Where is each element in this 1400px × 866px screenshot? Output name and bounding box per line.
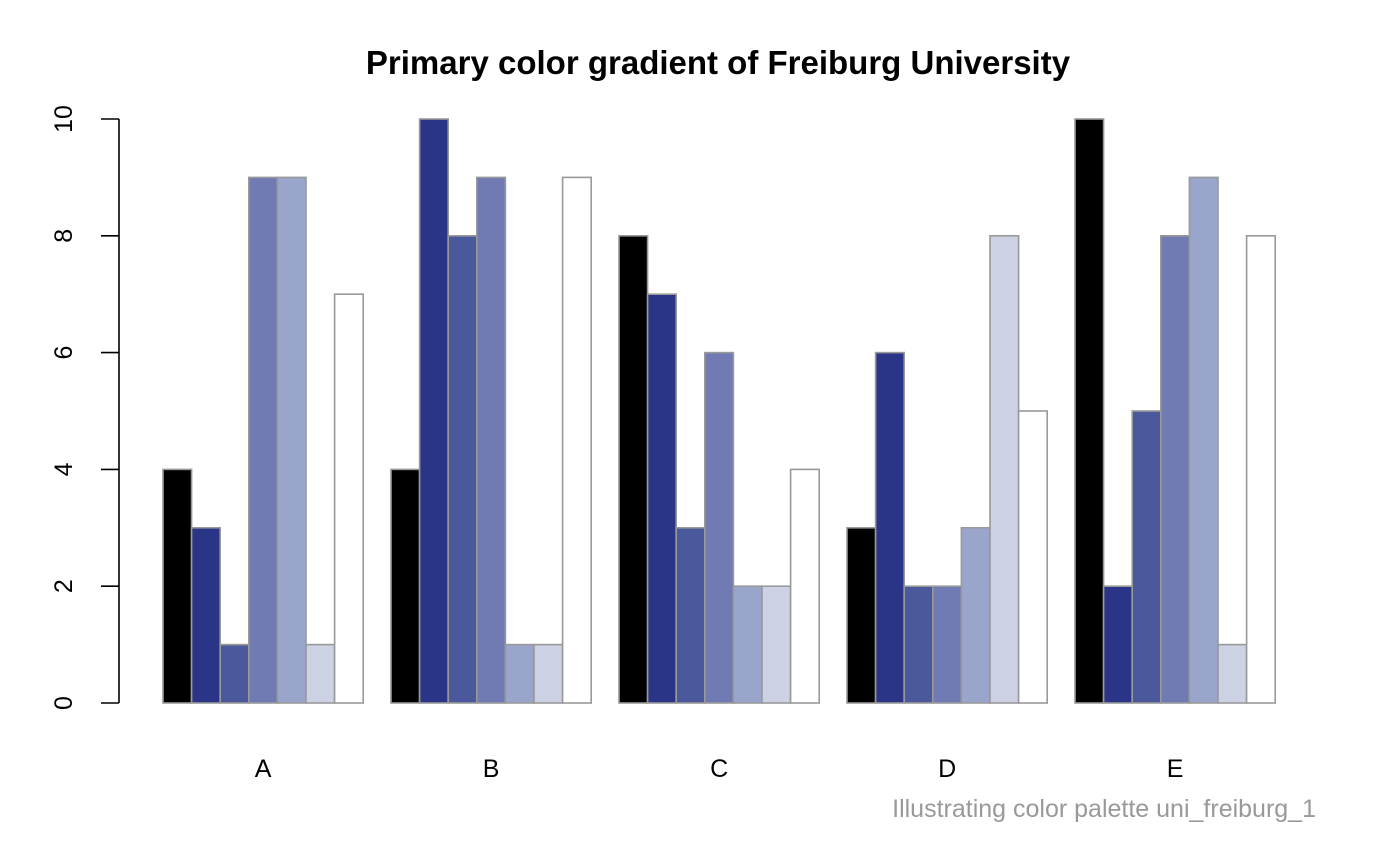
bar-c-2 — [646, 293, 677, 704]
bar-e-3 — [1131, 410, 1162, 704]
bar-b-4 — [475, 176, 507, 704]
y-tick-label: 4 — [50, 462, 78, 476]
chart-caption: Illustrating color palette uni_freiburg_… — [892, 795, 1316, 823]
bar-a-4 — [248, 176, 279, 704]
bar-c-6 — [761, 585, 792, 704]
bar-a-7 — [333, 293, 365, 704]
bar-e-4 — [1160, 235, 1191, 704]
bar-e-5 — [1188, 176, 1219, 704]
bar-a-6 — [305, 643, 336, 704]
bar-d-5 — [960, 526, 991, 704]
bar-b-3 — [447, 235, 478, 704]
y-tick-label: 6 — [50, 346, 78, 360]
bar-b-2 — [418, 118, 450, 704]
bar-c-5 — [732, 585, 763, 704]
bar-e-2 — [1102, 585, 1133, 704]
y-axis: 0 2 4 6 8 10 — [50, 105, 120, 710]
y-tick-label: 0 — [50, 696, 78, 710]
bars-layer — [162, 118, 1276, 704]
y-tick-label: 2 — [50, 579, 78, 593]
bar-a-1 — [162, 468, 193, 704]
bar-b-6 — [533, 643, 564, 704]
x-tick-label: D — [938, 755, 956, 783]
y-tick-label: 8 — [50, 229, 78, 243]
x-tick-label: B — [483, 755, 500, 783]
bar-c-4 — [703, 351, 735, 704]
bar-c-7 — [789, 468, 820, 704]
bar-b-1 — [390, 468, 421, 704]
bar-a-3 — [219, 643, 250, 704]
bar-d-7 — [1017, 410, 1048, 704]
chart-title: Primary color gradient of Freiburg Unive… — [366, 44, 1071, 81]
x-tick-label: E — [1167, 755, 1184, 783]
bar-c-3 — [675, 526, 706, 704]
y-tick-label: 10 — [50, 105, 78, 133]
bar-e-7 — [1245, 235, 1276, 704]
bar-a-2 — [190, 526, 222, 704]
bar-e-1 — [1074, 118, 1105, 704]
x-tick-label: A — [255, 755, 272, 783]
bar-d-3 — [903, 585, 934, 704]
bar-b-5 — [504, 643, 535, 704]
x-axis-labels: A B C D E — [255, 755, 1184, 783]
bar-d-1 — [846, 526, 877, 704]
bar-d-6 — [989, 235, 1020, 704]
bar-d-4 — [931, 585, 963, 704]
x-tick-label: C — [710, 755, 728, 783]
bar-c-1 — [618, 235, 649, 704]
bar-a-5 — [276, 176, 307, 704]
bar-d-2 — [874, 351, 905, 704]
bar-e-6 — [1217, 643, 1248, 704]
bar-b-7 — [561, 176, 592, 704]
